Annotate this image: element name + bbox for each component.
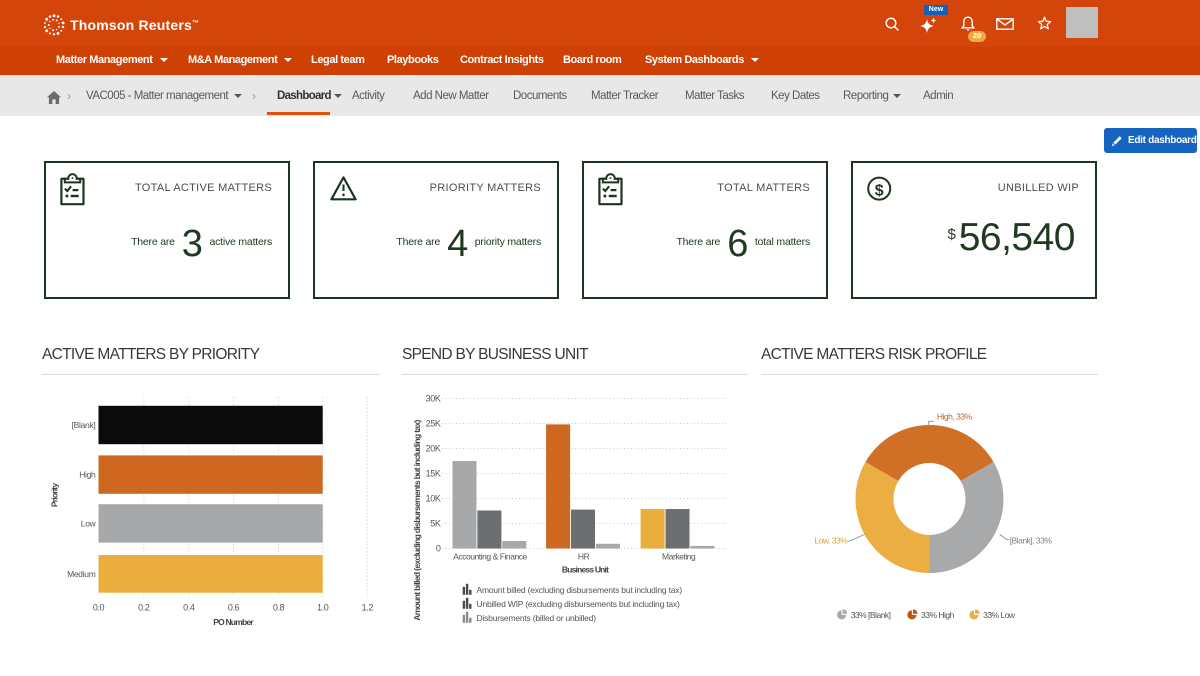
svg-text:Low: Low: [81, 518, 97, 528]
svg-text:0: 0: [436, 544, 441, 554]
svg-text:33% Low: 33% Low: [983, 610, 1016, 620]
svg-text:Accounting & Finance: Accounting & Finance: [453, 552, 527, 562]
svg-text:[Blank], 33%: [Blank], 33%: [1010, 536, 1053, 546]
svg-text:33% High: 33% High: [921, 610, 955, 620]
svg-text:0.4: 0.4: [183, 603, 195, 613]
svg-text:PO Number: PO Number: [213, 617, 254, 627]
svg-text:20K: 20K: [426, 444, 441, 454]
svg-text:High, 33%: High, 33%: [937, 412, 973, 422]
svg-text:Business Unit: Business Unit: [562, 565, 609, 575]
svg-text:0.6: 0.6: [228, 603, 240, 613]
svg-text:30K: 30K: [426, 394, 441, 404]
svg-text:Marketing: Marketing: [662, 552, 696, 562]
svg-text:1.2: 1.2: [362, 603, 374, 613]
svg-text:10K: 10K: [426, 494, 441, 504]
svg-text:15K: 15K: [426, 469, 441, 479]
svg-text:Low, 33%: Low, 33%: [814, 536, 848, 546]
svg-text:Medium: Medium: [67, 569, 96, 579]
svg-text:[Blank]: [Blank]: [72, 420, 96, 430]
svg-text:Priority: Priority: [49, 483, 59, 507]
svg-text:0.8: 0.8: [273, 603, 285, 613]
svg-text:25K: 25K: [426, 419, 441, 429]
svg-text:Disbursements (billed or unbil: Disbursements (billed or unbilled): [477, 613, 597, 623]
svg-text:1.0: 1.0: [317, 603, 329, 613]
svg-text:5K: 5K: [430, 519, 441, 529]
svg-text:33% [Blank]: 33% [Blank]: [851, 610, 891, 620]
svg-text:$: $: [875, 182, 884, 199]
svg-text:HR: HR: [578, 552, 590, 562]
svg-text:0.0: 0.0: [93, 603, 105, 613]
svg-text:0.2: 0.2: [138, 603, 150, 613]
svg-text:High: High: [79, 470, 96, 480]
svg-text:Unbilled WIP (excluding disbur: Unbilled WIP (excluding disbursements bu…: [477, 599, 681, 609]
svg-text:Amount billed (excluding disbu: Amount billed (excluding disbursements b…: [412, 419, 422, 620]
svg-text:Amount billed (excluding disbu: Amount billed (excluding disbursements b…: [477, 585, 683, 595]
